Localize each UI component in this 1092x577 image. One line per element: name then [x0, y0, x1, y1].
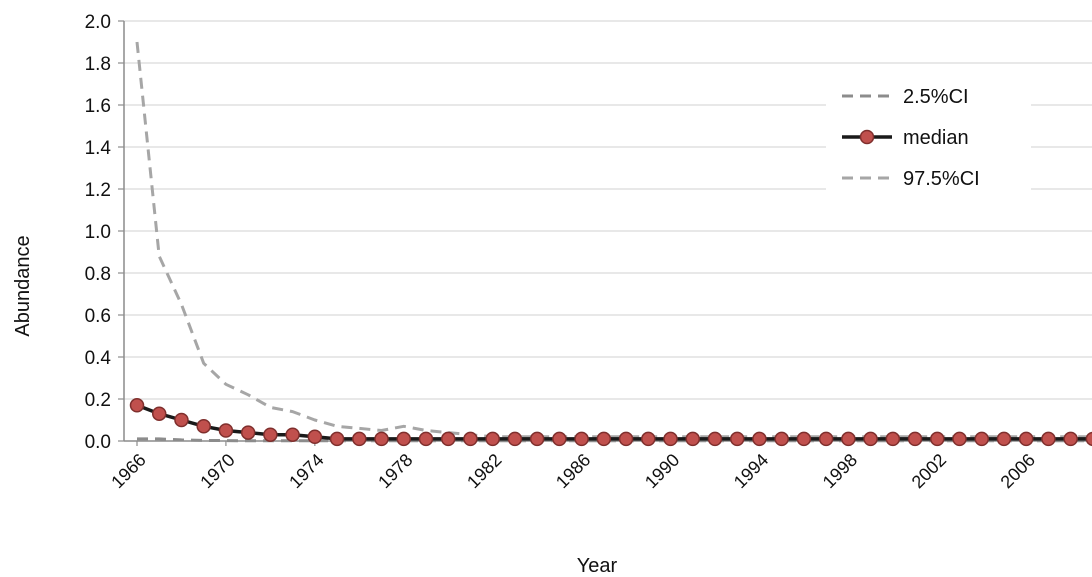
- legend-label-median: median: [903, 127, 969, 149]
- legend-label-2-5-ci: 2.5%CI: [903, 86, 969, 108]
- median-point: [752, 431, 767, 447]
- y-tick-label: 0.2: [85, 390, 111, 411]
- median-point: [129, 398, 145, 413]
- median-point: [996, 431, 1012, 447]
- median-point: [352, 431, 367, 447]
- median-point: [596, 431, 612, 447]
- median-point: [151, 406, 167, 421]
- y-tick-label: 2.0: [85, 12, 111, 33]
- x-tick-label: 1970: [196, 450, 238, 492]
- x-tick-label: 1974: [285, 450, 327, 492]
- x-tick-labels: 1966 1970 1974 1978 1982 1986 1990 1994 1998 2002…: [107, 441, 1039, 492]
- median-point: [641, 431, 656, 447]
- median-point: [863, 431, 878, 447]
- legend-label-97-5-ci: 97.5%CI: [903, 168, 980, 190]
- x-tick-label: 1998: [819, 450, 861, 492]
- x-tick-label: 1990: [641, 450, 683, 492]
- median-point: [818, 431, 834, 447]
- median-point: [529, 431, 545, 447]
- median-point: [463, 431, 478, 447]
- legend-background: [826, 72, 1031, 196]
- legend-marker-median: [859, 129, 875, 145]
- y-tick-label: 1.4: [85, 138, 112, 159]
- x-axis-title: Year: [577, 555, 618, 577]
- median-point: [663, 431, 678, 447]
- median-point: [1041, 431, 1056, 447]
- median-point: [618, 431, 634, 447]
- y-tick-label: 0.8: [85, 264, 111, 285]
- median-point: [485, 431, 500, 447]
- median-point: [218, 423, 234, 438]
- median-point: [285, 427, 300, 442]
- median-point: [841, 431, 856, 447]
- x-tick-label: 2002: [908, 450, 950, 492]
- median-point: [1085, 431, 1092, 447]
- x-tick-label: 2006: [997, 450, 1039, 492]
- median-point: [507, 431, 523, 447]
- y-tick-labels: 0.0 0.2 0.4 0.6 0.8 1.0 1.2 1.4 1.6 1.8 2.0: [85, 12, 112, 453]
- x-tick-label: 1966: [107, 450, 149, 492]
- x-tick-label: 1978: [374, 450, 416, 492]
- y-tick-label: 0.0: [85, 432, 111, 453]
- median-point: [552, 431, 567, 447]
- median-point: [329, 431, 345, 447]
- y-tick-label: 0.4: [85, 348, 112, 369]
- median-point: [196, 419, 211, 434]
- x-tick-label: 1994: [730, 450, 772, 492]
- median-point: [240, 425, 256, 440]
- median-point: [418, 431, 434, 447]
- y-axis-title: Abundance: [12, 235, 34, 336]
- y-tick-label: 1.2: [85, 180, 111, 201]
- series-line-97-5-ci: [135, 41, 1092, 439]
- median-point: [396, 431, 412, 447]
- median-point: [774, 431, 789, 447]
- median-point: [440, 431, 456, 447]
- median-point: [885, 431, 901, 447]
- median-point: [263, 427, 278, 442]
- x-tick-label: 1982: [463, 450, 505, 492]
- median-point: [707, 431, 723, 447]
- median-point: [374, 431, 389, 447]
- median-point: [930, 431, 945, 447]
- x-tick-label: 1986: [552, 450, 594, 492]
- y-tick-label: 1.6: [85, 96, 111, 117]
- y-tick-label: 1.8: [85, 54, 111, 75]
- median-point: [952, 431, 967, 447]
- y-tick-label: 1.0: [85, 222, 111, 243]
- series-layer: [129, 41, 1092, 447]
- median-point: [1018, 431, 1034, 447]
- median-point: [907, 431, 923, 447]
- median-point: [174, 412, 189, 428]
- median-point: [685, 431, 700, 447]
- y-tick-label: 0.6: [85, 306, 111, 327]
- median-point: [1063, 431, 1078, 447]
- median-point: [974, 431, 989, 447]
- median-point: [729, 431, 745, 447]
- median-point: [574, 431, 589, 447]
- median-point: [307, 429, 323, 445]
- median-point: [796, 431, 812, 447]
- legend: 2.5%CI median 97.5%CI: [826, 72, 1031, 196]
